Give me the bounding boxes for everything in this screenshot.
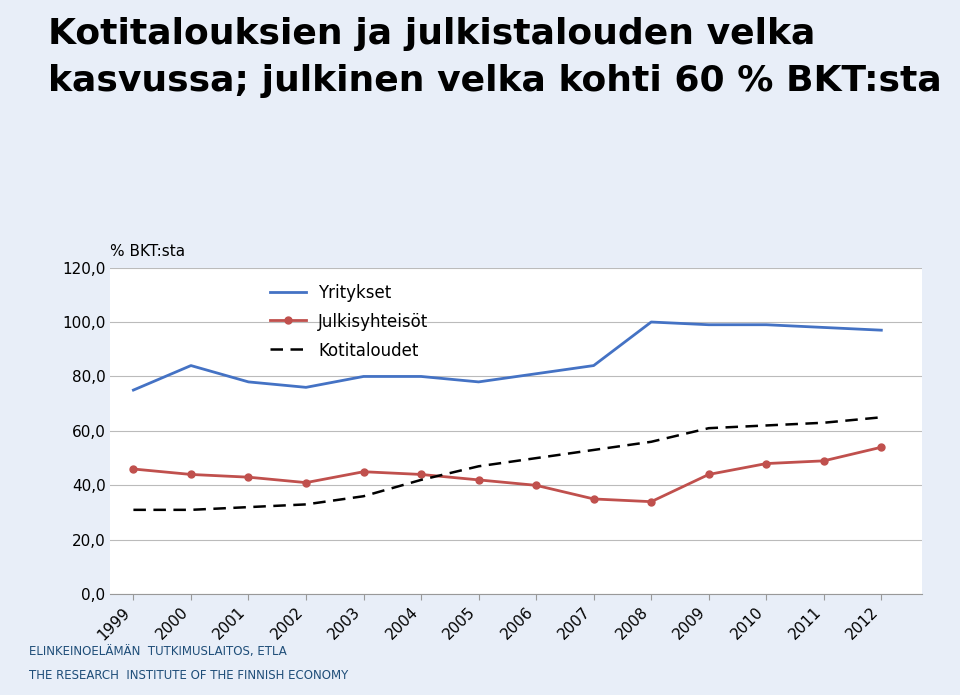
Legend: Yritykset, Julkisyhteisöt, Kotitaloudet: Yritykset, Julkisyhteisöt, Kotitaloudet bbox=[265, 279, 433, 365]
Text: ELINKEINOELÄMÄN  TUTKIMUSLAITOS, ETLA: ELINKEINOELÄMÄN TUTKIMUSLAITOS, ETLA bbox=[29, 646, 286, 658]
Text: kasvussa; julkinen velka kohti 60 % BKT:sta: kasvussa; julkinen velka kohti 60 % BKT:… bbox=[48, 64, 942, 98]
Text: THE RESEARCH  INSTITUTE OF THE FINNISH ECONOMY: THE RESEARCH INSTITUTE OF THE FINNISH EC… bbox=[29, 669, 348, 682]
Text: Kotitalouksien ja julkistalouden velka: Kotitalouksien ja julkistalouden velka bbox=[48, 17, 815, 51]
Text: % BKT:sta: % BKT:sta bbox=[110, 243, 185, 259]
